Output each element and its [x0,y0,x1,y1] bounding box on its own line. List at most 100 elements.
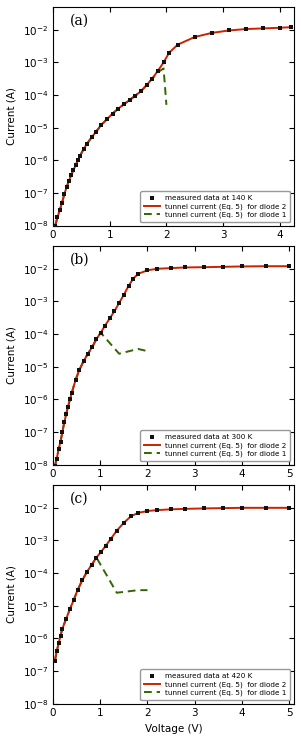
tunnel current (Eq. 5)  for diode 1 [76,585,79,594]
tunnel current (Eq. 5)  for diode 1 [145,81,148,90]
measured data at 140 K [227,26,231,35]
measured data at 300 K [108,314,111,323]
tunnel current (Eq. 5)  for diode 2 [99,328,103,337]
tunnel current (Eq. 5)  for diode 1 [58,205,62,214]
tunnel current (Eq. 5)  for diode 2 [150,74,154,83]
measured data at 140 K [85,139,89,148]
measured data at 140 K [63,190,66,199]
tunnel current (Eq. 5)  for diode 2 [146,266,149,275]
tunnel current (Eq. 5)  for diode 2 [63,418,66,427]
tunnel current (Eq. 5)  for diode 1 [90,133,93,142]
measured data at 140 K [139,87,143,96]
measured data at 140 K [176,40,180,49]
tunnel current (Eq. 5)  for diode 2 [103,322,107,330]
tunnel current (Eq. 5)  for diode 2 [80,576,84,585]
measured data at 140 K [65,183,68,192]
measured data at 420 K [76,585,79,594]
tunnel current (Eq. 5)  for diode 2 [85,139,89,148]
tunnel current (Eq. 5)  for diode 1 [74,161,77,170]
measured data at 420 K [122,518,126,527]
tunnel current (Eq. 5)  for diode 1 [99,328,103,337]
tunnel current (Eq. 5)  for diode 2 [53,462,57,471]
tunnel current (Eq. 5)  for diode 1 [59,631,62,640]
tunnel current (Eq. 5)  for diode 1 [90,560,94,569]
tunnel current (Eq. 5)  for diode 2 [133,91,137,100]
measured data at 140 K [278,23,282,32]
tunnel current (Eq. 5)  for diode 1 [95,335,98,344]
Y-axis label: Current (A): Current (A) [7,87,17,145]
measured data at 300 K [221,262,225,271]
tunnel current (Eq. 5)  for diode 2 [261,24,265,33]
measured data at 300 K [95,335,98,344]
measured data at 300 K [66,402,70,411]
measured data at 300 K [240,262,244,271]
tunnel current (Eq. 5)  for diode 2 [70,388,74,397]
tunnel current (Eq. 5)  for diode 2 [156,67,160,76]
measured data at 420 K [155,505,159,514]
tunnel current (Eq. 5)  for diode 2 [227,26,231,35]
tunnel current (Eq. 5)  for diode 1 [68,605,72,614]
tunnel current (Eq. 5)  for diode 1 [156,67,160,76]
measured data at 420 K [129,512,133,521]
tunnel current (Eq. 5)  for diode 2 [129,512,133,521]
measured data at 420 K [59,631,62,640]
tunnel current (Eq. 5)  for diode 2 [61,624,64,633]
measured data at 140 K [244,24,248,33]
tunnel current (Eq. 5)  for diode 1 [59,437,62,446]
tunnel current (Eq. 5)  for diode 2 [57,639,61,648]
measured data at 140 K [78,151,82,160]
tunnel current (Eq. 5)  for diode 2 [56,213,59,222]
tunnel current (Eq. 5)  for diode 2 [117,299,121,308]
Line: tunnel current (Eq. 5)  for diode 1: tunnel current (Eq. 5) for diode 1 [55,68,166,225]
measured data at 300 K [68,395,72,404]
measured data at 300 K [127,282,130,290]
tunnel current (Eq. 5)  for diode 1 [111,109,114,118]
measured data at 420 K [136,508,140,517]
measured data at 420 K [264,503,268,512]
measured data at 300 K [99,328,103,337]
tunnel current (Eq. 5)  for diode 2 [64,410,68,419]
tunnel current (Eq. 5)  for diode 2 [184,505,187,514]
tunnel current (Eq. 5)  for diode 2 [264,503,268,512]
Line: measured data at 420 K: measured data at 420 K [53,505,292,663]
tunnel current (Eq. 5)  for diode 2 [155,505,159,514]
measured data at 140 K [105,115,109,124]
tunnel current (Eq. 5)  for diode 2 [108,314,111,323]
tunnel current (Eq. 5)  for diode 1 [64,614,68,623]
measured data at 300 K [90,342,94,351]
tunnel current (Eq. 5)  for diode 1 [116,104,120,113]
tunnel current (Eq. 5)  for diode 1 [115,588,119,597]
measured data at 300 K [78,365,81,374]
measured data at 300 K [103,322,107,330]
tunnel current (Eq. 5)  for diode 1 [63,418,66,427]
measured data at 420 K [169,505,173,514]
Legend: measured data at 300 K, tunnel current (Eq. 5)  for diode 2, tunnel current (Eq.: measured data at 300 K, tunnel current (… [140,431,290,461]
tunnel current (Eq. 5)  for diode 2 [90,133,93,142]
measured data at 300 K [53,462,57,471]
tunnel current (Eq. 5)  for diode 2 [169,264,173,273]
measured data at 300 K [202,263,206,272]
measured data at 420 K [109,535,113,544]
tunnel current (Eq. 5)  for diode 2 [55,454,58,463]
tunnel current (Eq. 5)  for diode 2 [136,270,140,279]
Line: tunnel current (Eq. 5)  for diode 2: tunnel current (Eq. 5) for diode 2 [55,27,291,225]
measured data at 300 K [136,270,140,279]
tunnel current (Eq. 5)  for diode 2 [145,81,148,90]
tunnel current (Eq. 5)  for diode 1 [65,183,68,192]
tunnel current (Eq. 5)  for diode 2 [58,205,62,214]
tunnel current (Eq. 5)  for diode 1 [139,87,143,96]
measured data at 420 K [99,548,103,556]
Line: tunnel current (Eq. 5)  for diode 2: tunnel current (Eq. 5) for diode 2 [55,508,289,661]
tunnel current (Eq. 5)  for diode 1 [76,156,80,165]
tunnel current (Eq. 5)  for diode 2 [99,121,103,130]
tunnel current (Eq. 5)  for diode 2 [113,307,116,316]
tunnel current (Eq. 5)  for diode 1 [146,585,149,594]
tunnel current (Eq. 5)  for diode 1 [64,410,68,419]
tunnel current (Eq. 5)  for diode 1 [55,454,58,463]
measured data at 300 K [155,265,159,273]
tunnel current (Eq. 5)  for diode 2 [264,262,268,270]
tunnel current (Eq. 5)  for diode 2 [59,631,62,640]
tunnel current (Eq. 5)  for diode 1 [133,91,137,100]
measured data at 140 K [90,133,93,142]
tunnel current (Eq. 5)  for diode 1 [70,388,74,397]
